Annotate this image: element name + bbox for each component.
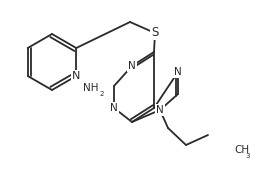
Text: CH: CH	[234, 145, 249, 155]
Text: N: N	[128, 61, 136, 71]
Text: N: N	[156, 105, 164, 115]
Text: N: N	[174, 67, 182, 77]
Text: N: N	[110, 103, 118, 113]
Text: N: N	[72, 71, 80, 81]
Text: NH: NH	[83, 83, 98, 93]
Text: 2: 2	[100, 91, 104, 97]
Text: 3: 3	[245, 153, 249, 159]
Text: N: N	[72, 71, 80, 81]
Text: S: S	[151, 26, 159, 38]
